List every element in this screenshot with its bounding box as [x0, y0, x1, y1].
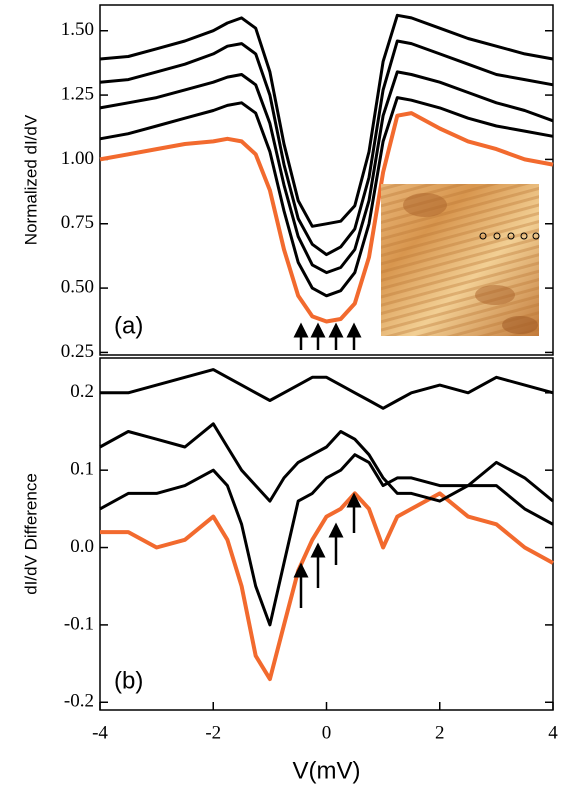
inset-image	[381, 184, 539, 336]
y-tick-label: 0.0	[70, 536, 94, 557]
x-tick-label: -4	[92, 722, 108, 743]
panel-label: (b)	[114, 667, 143, 694]
y-tick-label: 1.50	[61, 19, 94, 40]
y-axis-label: Normalized dI/dV	[21, 114, 40, 245]
y-tick-label: 1.00	[61, 148, 94, 169]
y-axis-label: dI/dV Difference	[21, 473, 40, 595]
data-line	[100, 370, 553, 409]
y-tick-label: 0.25	[61, 341, 94, 362]
y-tick-label: -0.2	[64, 691, 94, 712]
x-tick-label: 0	[322, 722, 332, 743]
data-line	[100, 455, 553, 625]
panel-label: (a)	[114, 312, 143, 339]
x-tick-label: 4	[548, 722, 558, 743]
y-tick-label: 0.2	[70, 381, 94, 402]
y-tick-label: -0.1	[64, 613, 94, 634]
x-axis-label: V(mV)	[293, 757, 361, 784]
y-tick-label: 0.1	[70, 459, 94, 480]
y-tick-label: 1.25	[61, 83, 94, 104]
figure: 0.25 0.50 0.75 1.00 1.25 1.50 Normalized dI/dV…	[0, 0, 566, 789]
x-tick-label: 2	[435, 722, 445, 743]
x-tick-label: -2	[205, 722, 221, 743]
arrows	[301, 330, 354, 608]
plot-frame	[100, 358, 553, 710]
y-tick-label: 0.50	[61, 276, 94, 297]
y-tick-label: 0.75	[61, 212, 94, 233]
data-line	[100, 493, 553, 679]
